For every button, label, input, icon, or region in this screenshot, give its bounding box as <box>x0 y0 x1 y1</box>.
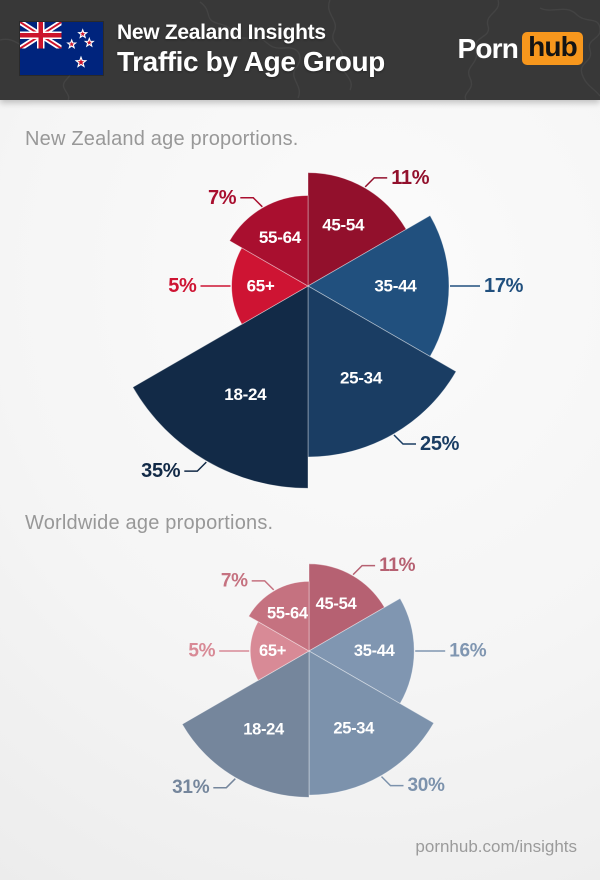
section-title-new-zealand: New Zealand age proportions. <box>25 128 299 150</box>
percent-label-new-zealand-25-34: 25% <box>420 433 460 455</box>
callout-line-worldwide-18-24 <box>213 778 236 789</box>
slice-new-zealand-65+ <box>231 247 309 325</box>
footer-link: pornhub.com/insights <box>415 837 577 856</box>
section-title-worldwide: Worldwide age proportions. <box>25 512 274 534</box>
percent-label-new-zealand-18-24: 35% <box>141 460 181 482</box>
slice-worldwide-45-54 <box>308 563 385 652</box>
percent-label-worldwide-35-44: 16% <box>449 641 487 662</box>
slice-label-new-zealand-45-54: 45-54 <box>322 216 365 235</box>
slice-label-worldwide-65+: 65+ <box>259 642 286 660</box>
slice-label-worldwide-55-64: 55-64 <box>267 605 309 623</box>
southern-cross-stars <box>66 28 95 68</box>
percent-label-worldwide-55-64: 7% <box>221 570 248 591</box>
header-subtitle: Traffic by Age Group <box>117 46 385 77</box>
slice-label-new-zealand-55-64: 55-64 <box>259 228 302 247</box>
header-title: New Zealand Insights <box>117 21 326 44</box>
star-icon <box>83 36 95 48</box>
callout-line-worldwide-55-64 <box>251 580 275 591</box>
callout-line-new-zealand-18-24 <box>184 461 207 472</box>
slice-new-zealand-18-24 <box>132 285 309 489</box>
slice-new-zealand-55-64 <box>229 195 309 287</box>
callout-line-new-zealand-45-54 <box>364 177 388 188</box>
slice-worldwide-25-34 <box>308 650 435 796</box>
star-icon <box>66 38 78 49</box>
world-map-decoration <box>0 0 600 100</box>
slice-new-zealand-45-54 <box>307 172 407 287</box>
slice-label-worldwide-25-34: 25-34 <box>333 719 375 737</box>
percent-label-worldwide-25-34: 30% <box>408 775 446 796</box>
percent-label-worldwide-45-54: 11% <box>379 555 415 576</box>
slice-label-new-zealand-65+: 65+ <box>247 277 275 296</box>
slice-worldwide-18-24 <box>181 650 310 798</box>
logo-text-hub: hub <box>522 32 583 65</box>
percent-label-new-zealand-55-64: 7% <box>208 187 237 209</box>
star-icon <box>77 28 89 39</box>
slice-label-worldwide-35-44: 35-44 <box>354 642 396 660</box>
slice-new-zealand-25-34 <box>307 285 457 458</box>
percent-label-new-zealand-45-54: 11% <box>391 167 430 189</box>
slice-label-new-zealand-18-24: 18-24 <box>224 385 267 404</box>
percent-label-worldwide-65+: 5% <box>188 641 215 662</box>
slice-worldwide-65+ <box>249 621 310 681</box>
slice-new-zealand-35-44 <box>307 215 450 357</box>
slice-label-worldwide-45-54: 45-54 <box>316 595 358 613</box>
percent-label-worldwide-18-24: 31% <box>172 777 210 798</box>
slice-label-worldwide-18-24: 18-24 <box>243 721 285 739</box>
flag-union-jack <box>20 22 62 49</box>
chart-worldwide: 45-54 11% 35-44 16% 25-34 30% 18-24 31% 65+ 5% 55-… <box>172 555 487 798</box>
header-titles: New Zealand Insights Traffic by Age Grou… <box>117 20 385 78</box>
percent-label-new-zealand-65+: 5% <box>168 275 197 297</box>
star-icon <box>74 55 88 68</box>
pornhub-logo: Porn hub <box>457 32 583 65</box>
slice-label-new-zealand-25-34: 25-34 <box>340 368 383 387</box>
percent-label-new-zealand-35-44: 17% <box>484 275 524 297</box>
callout-line-worldwide-25-34 <box>380 776 404 787</box>
new-zealand-flag-icon <box>20 22 103 75</box>
header: New Zealand Insights Traffic by Age Grou… <box>0 0 600 100</box>
slice-label-new-zealand-35-44: 35-44 <box>374 277 417 296</box>
callout-line-new-zealand-25-34 <box>393 434 416 445</box>
chart-new-zealand: 45-54 11% 35-44 17% 25-34 25% 18-24 35% 65+ 5% 55-… <box>132 167 524 489</box>
slice-worldwide-55-64 <box>248 581 310 652</box>
callout-line-new-zealand-55-64 <box>240 197 263 208</box>
callout-line-worldwide-45-54 <box>352 564 376 576</box>
logo-text-porn: Porn <box>457 32 519 64</box>
slice-worldwide-35-44 <box>308 598 415 704</box>
